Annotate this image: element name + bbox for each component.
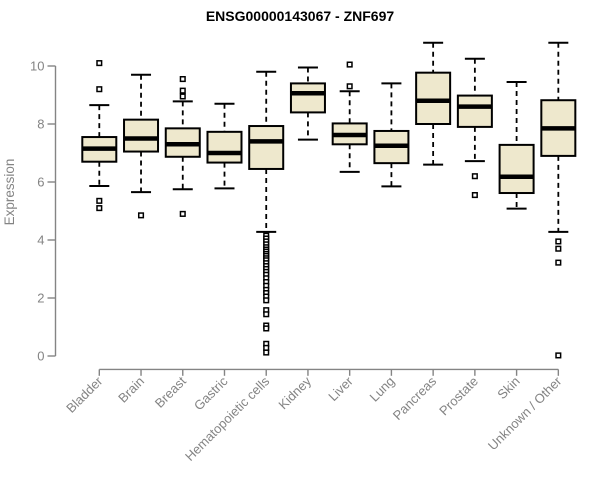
- outlier-point: [96, 205, 103, 212]
- x-tick-label: Brain: [115, 374, 147, 406]
- boxplot-brain: [123, 73, 160, 219]
- boxplot-unknown-other: [540, 41, 577, 359]
- x-tick-label: Lung: [366, 374, 397, 405]
- iqr-box: [456, 94, 493, 128]
- iqr-box: [498, 143, 535, 195]
- y-tick-label: 4: [37, 233, 44, 248]
- iqr-box: [206, 130, 243, 164]
- y-axis-label: Expression: [2, 159, 17, 226]
- outlier-point: [263, 349, 270, 356]
- outlier-point: [263, 325, 270, 332]
- outlier-point: [555, 238, 562, 245]
- boxplot-lung: [373, 82, 410, 188]
- outlier-point: [263, 311, 270, 318]
- x-tick-label: Liver: [325, 373, 356, 404]
- x-tick-label: Prostate: [436, 374, 481, 419]
- boxplot-liver: [331, 61, 368, 173]
- boxplot-pancreas: [415, 41, 452, 166]
- outlier-point: [346, 83, 353, 90]
- outlier-point: [96, 86, 103, 93]
- outlier-point: [96, 197, 103, 204]
- outlier-point: [179, 87, 186, 94]
- x-tick-label: Bladder: [63, 373, 106, 416]
- boxplot-prostate: [456, 57, 493, 199]
- y-tick-label: 0: [37, 349, 44, 364]
- outlier-point: [96, 60, 103, 67]
- outlier-point: [471, 192, 478, 199]
- outlier-point: [263, 297, 270, 304]
- outlier-point: [346, 61, 353, 68]
- outlier-point: [137, 212, 145, 219]
- outlier-point: [179, 93, 186, 100]
- y-tick-label: 8: [37, 117, 44, 132]
- x-tick-label: Skin: [494, 374, 522, 402]
- outlier-point: [179, 210, 186, 217]
- outlier-point: [555, 259, 562, 266]
- outlier-point: [471, 173, 478, 180]
- iqr-box: [123, 118, 160, 153]
- boxplot-breast: [164, 76, 201, 217]
- outlier-point: [179, 76, 186, 83]
- boxplot-bladder: [81, 60, 118, 212]
- boxplot-hematopoietic-cells: [248, 70, 285, 356]
- iqr-box: [415, 71, 452, 125]
- x-tick-label: Kidney: [275, 373, 314, 412]
- outlier-point: [555, 245, 562, 252]
- outlier-point: [555, 352, 562, 359]
- boxplot-gastric: [206, 102, 243, 190]
- x-tick-label: Breast: [152, 373, 189, 410]
- y-tick-label: 2: [37, 291, 44, 306]
- chart-title: ENSG00000143067 - ZNF697: [206, 8, 395, 24]
- y-tick-label: 10: [30, 59, 44, 74]
- x-tick-label: Unknown / Other: [485, 373, 565, 453]
- y-tick-label: 6: [37, 175, 44, 190]
- x-tick-label: Pancreas: [390, 373, 440, 423]
- iqr-box: [248, 125, 285, 170]
- boxplot-skin: [498, 80, 535, 210]
- boxplot-kidney: [289, 66, 326, 141]
- iqr-box: [289, 82, 326, 114]
- x-tick-label: Gastric: [191, 373, 231, 413]
